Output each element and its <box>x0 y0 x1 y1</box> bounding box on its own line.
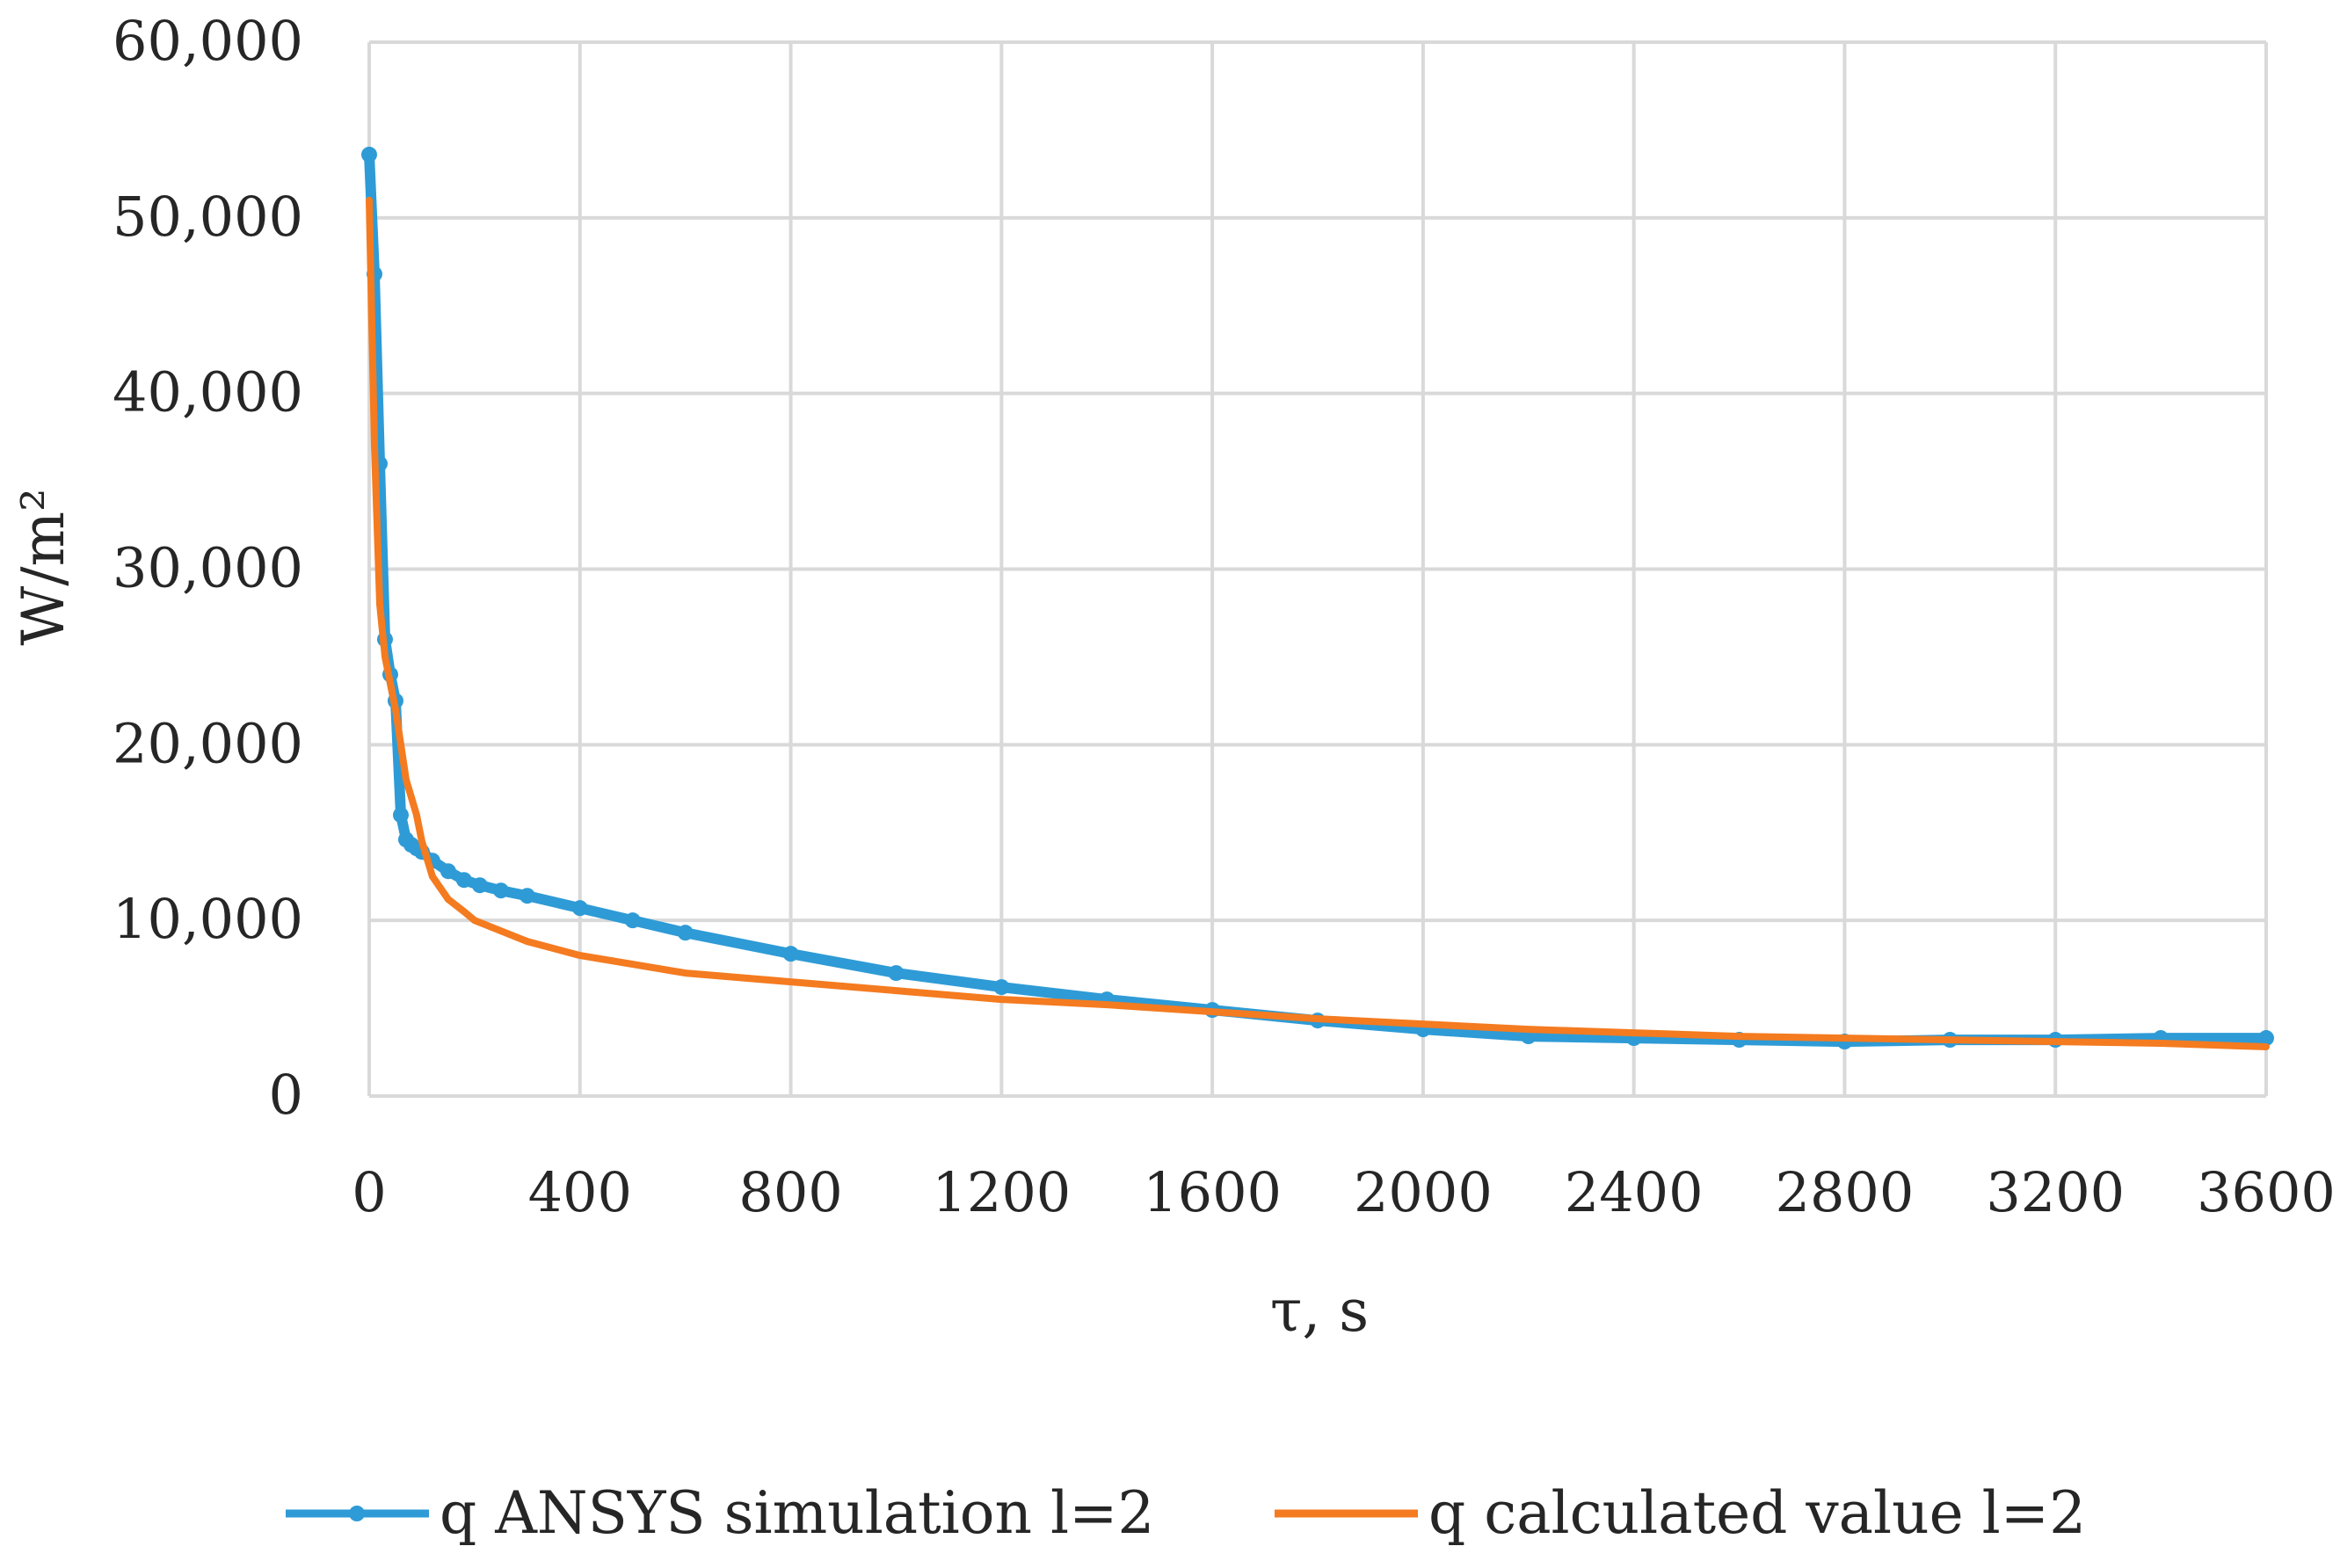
y-tick-label: 50,000 <box>113 185 303 249</box>
y-tick-label: 40,000 <box>113 360 303 425</box>
legend-item-ansys: q ANSYS simulation l=2 <box>286 1479 1154 1547</box>
x-tick-label: 1600 <box>1143 1160 1282 1224</box>
grid-lines <box>367 40 2268 1098</box>
data-point <box>624 912 641 929</box>
legend-label-calculated: q calculated value l=2 <box>1428 1479 2086 1547</box>
data-point <box>782 946 799 962</box>
data-point <box>888 965 905 982</box>
legend-label-ansys: q ANSYS simulation l=2 <box>440 1479 1154 1547</box>
data-point <box>455 872 472 889</box>
series-line-calculated <box>366 196 2270 1050</box>
x-tick-label: 2800 <box>1776 1160 1915 1224</box>
x-tick-label: 1200 <box>932 1160 1071 1224</box>
data-point <box>993 979 1010 996</box>
legend: q ANSYS simulation l=2 q calculated valu… <box>286 1479 2086 1547</box>
data-point <box>471 877 488 894</box>
y-axis-title: W/m² <box>10 488 77 645</box>
legend-item-calculated: q calculated value l=2 <box>1275 1479 2086 1547</box>
x-tick-label: 0 <box>352 1160 386 1224</box>
y-tick-label: 20,000 <box>113 711 303 775</box>
data-point <box>677 925 694 941</box>
y-tick-label: 60,000 <box>113 9 303 73</box>
y-tick-label: 10,000 <box>113 887 303 951</box>
data-point <box>361 146 377 163</box>
data-point <box>492 882 509 899</box>
x-axis-ticks: 0 400 800 1200 1600 2000 2400 2800 3200 3600 <box>352 1160 2336 1224</box>
x-tick-label: 3600 <box>2197 1160 2336 1224</box>
y-axis-ticks: 0 10,000 20,000 30,000 40,000 50,000 60,000 <box>113 9 303 1127</box>
x-tick-label: 2000 <box>1354 1160 1493 1224</box>
data-point <box>440 863 456 880</box>
data-point <box>392 807 409 824</box>
x-tick-label: 800 <box>738 1160 842 1224</box>
series-layer <box>361 146 2274 1050</box>
y-tick-label: 0 <box>269 1063 303 1127</box>
series-line-ansys <box>364 149 2271 1048</box>
x-tick-label: 400 <box>528 1160 632 1224</box>
data-point <box>571 900 588 917</box>
y-tick-label: 30,000 <box>113 536 303 600</box>
x-tick-label: 3200 <box>1986 1160 2125 1224</box>
data-point <box>519 888 535 904</box>
x-tick-label: 2400 <box>1565 1160 1704 1224</box>
data-point <box>2258 1030 2274 1047</box>
x-axis-title: τ, s <box>1270 1277 1369 1345</box>
legend-marker-ansys <box>349 1506 365 1521</box>
